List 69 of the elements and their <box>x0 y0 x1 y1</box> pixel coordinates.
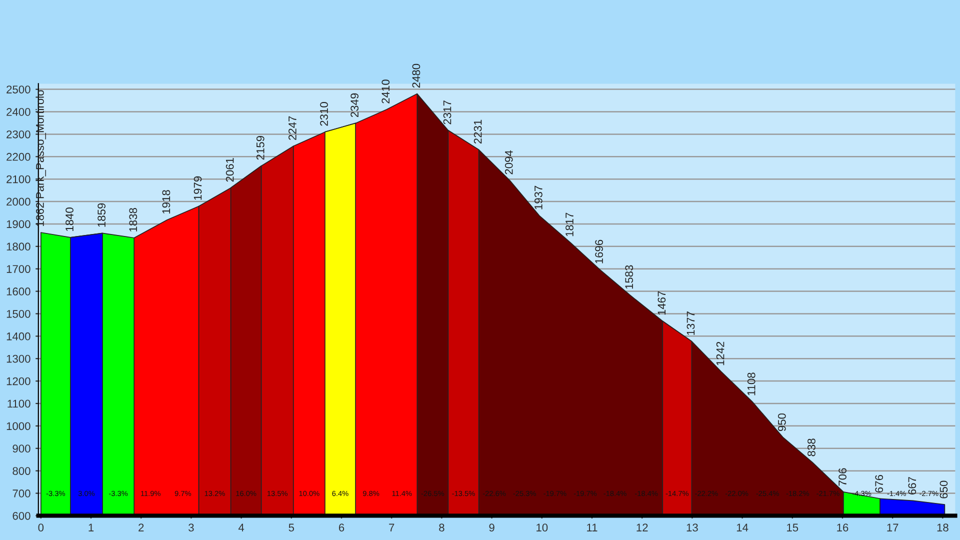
x-tick-label: 7 <box>389 524 394 532</box>
text: 2480 <box>412 64 420 88</box>
text: 2349 <box>350 93 359 118</box>
text: 1242 <box>716 342 724 366</box>
text: 2310 <box>320 102 328 126</box>
y-tick-label: 1900 <box>6 220 30 228</box>
text: 1918 <box>162 190 170 214</box>
y-tick-label: 2400 <box>6 108 30 116</box>
text: 1979 <box>194 176 202 200</box>
text: 2317 <box>443 100 452 124</box>
y-tick-label: 2200 <box>6 152 30 161</box>
text: 1937 <box>534 186 542 210</box>
text: 2231 <box>474 120 482 144</box>
text: 2061 <box>226 158 234 182</box>
text: 1859 <box>98 203 106 227</box>
y-tick-label: 1400 <box>6 332 30 340</box>
text: 1583 <box>625 265 634 289</box>
x-tick-label: 2 <box>138 524 144 532</box>
y-tick-label: 1200 <box>6 377 30 386</box>
x-tick-label: 12 <box>636 524 648 532</box>
x-tick-label: 1 <box>88 524 94 532</box>
y-tick-label: 1300 <box>6 354 30 363</box>
text: 1108 <box>747 372 756 396</box>
text: 2094 <box>504 150 513 174</box>
text: 676 <box>875 474 884 492</box>
y-tick-label: 2000 <box>6 198 30 206</box>
text: 1467 <box>658 291 666 315</box>
x-tick-label: 6 <box>338 524 344 532</box>
x-tick-label: 5 <box>288 524 294 532</box>
text: 1696 <box>595 240 603 264</box>
text: 667 <box>908 477 916 494</box>
x-tick-label: 14 <box>736 524 748 532</box>
y-tick-label: 1100 <box>8 400 30 408</box>
x-tick-label: 13 <box>686 524 698 532</box>
text: 1377 <box>686 312 695 335</box>
y-tick-label: 600 <box>12 512 30 520</box>
y-tick-label: 1700 <box>6 265 30 273</box>
x-tick-label: 18 <box>937 524 948 532</box>
x-tick-label: 9 <box>489 524 494 532</box>
text: 2247 <box>288 116 296 140</box>
text: 1840 <box>66 208 74 231</box>
y-tick-label: 1800 <box>6 242 30 251</box>
text: 650 <box>940 480 948 498</box>
x-tick-label: 10 <box>536 524 548 532</box>
x-tick-label: 8 <box>439 524 444 532</box>
x-tick-label: 11 <box>587 524 598 532</box>
y-tick-label: 2100 <box>6 175 30 184</box>
y-tick-label: 1000 <box>6 422 30 430</box>
x-tick-label: 16 <box>837 524 848 532</box>
text: 1838 <box>129 208 138 232</box>
text: 2159 <box>256 136 264 160</box>
y-tick-label: 800 <box>12 467 30 475</box>
x-tick-label: 0 <box>38 524 44 532</box>
x-tick-label: 17 <box>887 524 898 532</box>
text: 950 <box>778 413 786 432</box>
text: 706 <box>838 468 846 486</box>
text: 838 <box>808 438 816 456</box>
x-tick-label: 3 <box>188 524 194 532</box>
y-tick-label: 1500 <box>6 310 30 318</box>
y-tick-label: 1600 <box>6 288 30 296</box>
x-tick-label: 15 <box>787 524 798 532</box>
text: 1817 <box>566 212 574 236</box>
x-tick-label: 4 <box>238 524 244 532</box>
y-tick-label: 2500 <box>6 86 30 94</box>
text: 2410 <box>382 80 390 104</box>
y-tick-label: 2300 <box>6 130 30 138</box>
y-tick-label: 900 <box>12 444 30 453</box>
text: 1862 Park_Passo_Mortirolo <box>36 90 46 226</box>
y-tick-label: 700 <box>12 490 30 498</box>
